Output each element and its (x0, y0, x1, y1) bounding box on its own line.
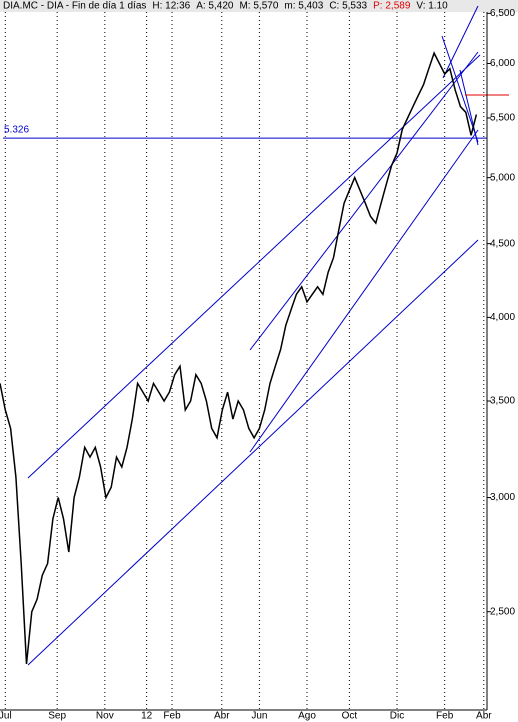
trendline (249, 129, 479, 453)
header-item: C: 5,533 (329, 1, 367, 12)
y-tick-label: 5,000 (490, 172, 515, 183)
y-tick-label: 4,500 (490, 238, 515, 249)
y-tick-label: 4,000 (490, 312, 515, 323)
reference-label: 5.326 (4, 125, 29, 136)
x-tick-label: Dic (390, 711, 404, 722)
x-tick-label: Nov (96, 711, 114, 722)
y-tick-label: 5,500 (490, 113, 515, 124)
x-tick-label: Sep (48, 711, 66, 722)
trendline (459, 69, 479, 146)
x-tick-label: Jun (251, 711, 267, 722)
x-tick-label: Abr (214, 711, 230, 722)
header-item: A: 5,420 (196, 1, 234, 12)
price-line (0, 51, 478, 664)
x-tick-label: 12 (141, 711, 153, 722)
grid (4, 12, 485, 710)
header-bar (0, 0, 518, 12)
header-item: DIA.MC - DIA - Fin de día 1 días (3, 1, 146, 12)
header-item: H: 12:36 (152, 1, 190, 12)
header-item: m: 5,403 (284, 1, 323, 12)
trendline (27, 239, 479, 666)
x-tick-label: Abr (476, 711, 492, 722)
y-tick-label: 3,000 (490, 492, 515, 503)
x-tick-label: Ago (298, 711, 316, 722)
y-tick-label: 6,500 (490, 8, 515, 19)
y-tick-label: 3,500 (490, 396, 515, 407)
y-tick-label: 2,500 (490, 606, 515, 617)
header-item: V: 1.10 (416, 1, 448, 12)
x-tick-label: Oct (342, 711, 358, 722)
x-tick-label: Feb (436, 711, 454, 722)
trendline (442, 5, 479, 79)
trendline (441, 35, 479, 143)
x-tick-label: Feb (163, 711, 181, 722)
y-tick-label: 6,000 (490, 58, 515, 69)
x-tick-label: Jul (0, 711, 12, 722)
header-item: P: 2,589 (373, 1, 411, 12)
header-item: M: 5,570 (239, 1, 278, 12)
